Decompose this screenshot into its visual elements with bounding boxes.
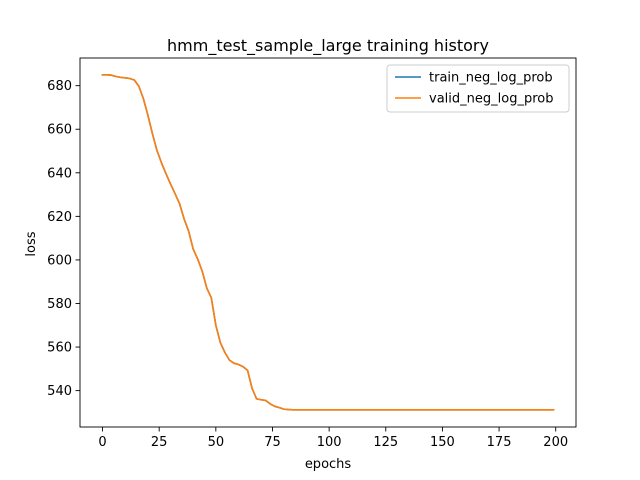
plot-background	[80, 58, 576, 427]
y-tick-label: 660	[47, 123, 72, 138]
x-tick-label: 75	[264, 435, 281, 450]
plot-frame	[79, 57, 577, 428]
x-tick-label: 25	[151, 435, 168, 450]
y-tick-label: 620	[47, 210, 72, 225]
y-tick-label: 580	[47, 297, 72, 312]
chart-title: hmm_test_sample_large training history	[167, 36, 489, 56]
x-axis-label: epochs	[305, 457, 352, 472]
x-tick-label: 175	[487, 435, 512, 450]
y-tick-label: 680	[47, 79, 72, 94]
x-tick-label: 100	[317, 435, 342, 450]
x-axis: 0 25 50 75 100 125 150 175 200	[98, 427, 568, 450]
legend-box	[386, 64, 570, 113]
legend-entry: train_neg_log_prob	[429, 71, 553, 86]
legend-entry: valid_neg_log_prob	[429, 92, 553, 107]
y-tick-label: 600	[47, 253, 72, 268]
series-line-valid-neg-log-prob	[101, 73, 555, 411]
legend: train_neg_log_prob valid_neg_log_prob	[386, 64, 570, 113]
y-tick-label: 540	[47, 384, 72, 399]
x-tick-label: 125	[373, 435, 398, 450]
plot-area	[79, 57, 577, 428]
y-tick-label: 640	[47, 166, 72, 181]
series-layer	[101, 73, 555, 411]
y-axis-label: loss	[24, 231, 39, 256]
x-tick-label: 200	[543, 435, 568, 450]
y-tick-label: 560	[47, 341, 72, 356]
x-tick-label: 50	[208, 435, 225, 450]
y-axis: 540 560 580 600 620 640 660 680	[47, 79, 80, 399]
x-tick-label: 0	[98, 435, 106, 450]
x-tick-label: 150	[430, 435, 455, 450]
